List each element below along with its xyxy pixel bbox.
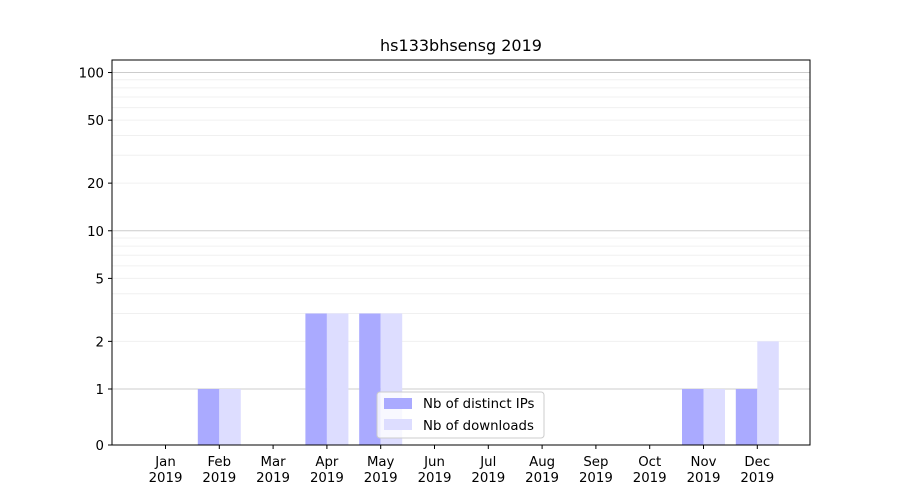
x-tick-label-year: 2019 [256,471,290,486]
x-tick-label-month: Nov [691,455,717,470]
x-tick-label-year: 2019 [364,471,398,486]
bar-distinct-ips [682,389,704,445]
x-tick-label-year: 2019 [471,471,505,486]
legend-swatch-downloads [384,419,412,430]
legend: Nb of distinct IPs Nb of downloads [376,391,545,439]
x-tick-label-month: Jan [154,455,176,470]
x-tick-label-year: 2019 [310,471,344,486]
x-tick-label-year: 2019 [579,471,613,486]
x-tick-label-month: Jul [479,455,496,470]
x-tick-label-year: 2019 [202,471,236,486]
y-tick-label: 0 [96,439,104,454]
x-tick-label-month: May [367,455,395,470]
bar-downloads [703,389,725,445]
legend-frame [376,391,545,439]
bar-downloads [757,341,779,445]
x-tick-label-year: 2019 [687,471,721,486]
x-axis: Jan2019Feb2019Mar2019Apr2019May2019Jun20… [149,445,774,486]
x-tick-label-year: 2019 [525,471,559,486]
chart-title: hs133bhsensg 2019 [380,36,542,55]
legend-label-downloads: Nb of downloads [423,419,534,434]
x-tick-label-month: Mar [261,455,287,470]
x-tick-label-year: 2019 [149,471,183,486]
x-tick-label-month: Feb [208,455,232,470]
y-tick-label: 2 [96,335,104,350]
x-tick-label-month: Sep [583,455,608,470]
plot-frame [111,59,811,446]
y-tick-label: 5 [96,272,104,287]
x-tick-label-month: Aug [529,455,555,470]
x-tick-label-month: Oct [638,455,661,470]
y-axis: 0 1 2 5 10 20 50 100 [79,67,112,454]
x-tick-label-month: Dec [744,455,770,470]
bar-distinct-ips [735,389,758,445]
y-tick-label: 1 [96,383,104,398]
x-tick-label-year: 2019 [633,471,667,486]
bar-distinct-ips [305,313,327,445]
y-tick-label: 20 [87,177,104,192]
bar-distinct-ips [197,389,220,445]
bar-distinct-ips [359,313,381,445]
x-tick-label-year: 2019 [740,471,774,486]
legend-swatch-distinct-ips [384,398,412,409]
bar-downloads [219,389,241,445]
y-tick-label: 100 [79,67,104,82]
x-tick-label-month: Jun [423,455,445,470]
y-tick-label: 50 [87,114,104,129]
grid [112,72,810,390]
legend-label-distinct-ips: Nb of distinct IPs [423,397,535,412]
x-tick-label-month: Apr [315,455,339,470]
y-tick-label: 10 [87,225,104,240]
x-tick-label-year: 2019 [418,471,452,486]
bar-downloads [326,313,349,445]
